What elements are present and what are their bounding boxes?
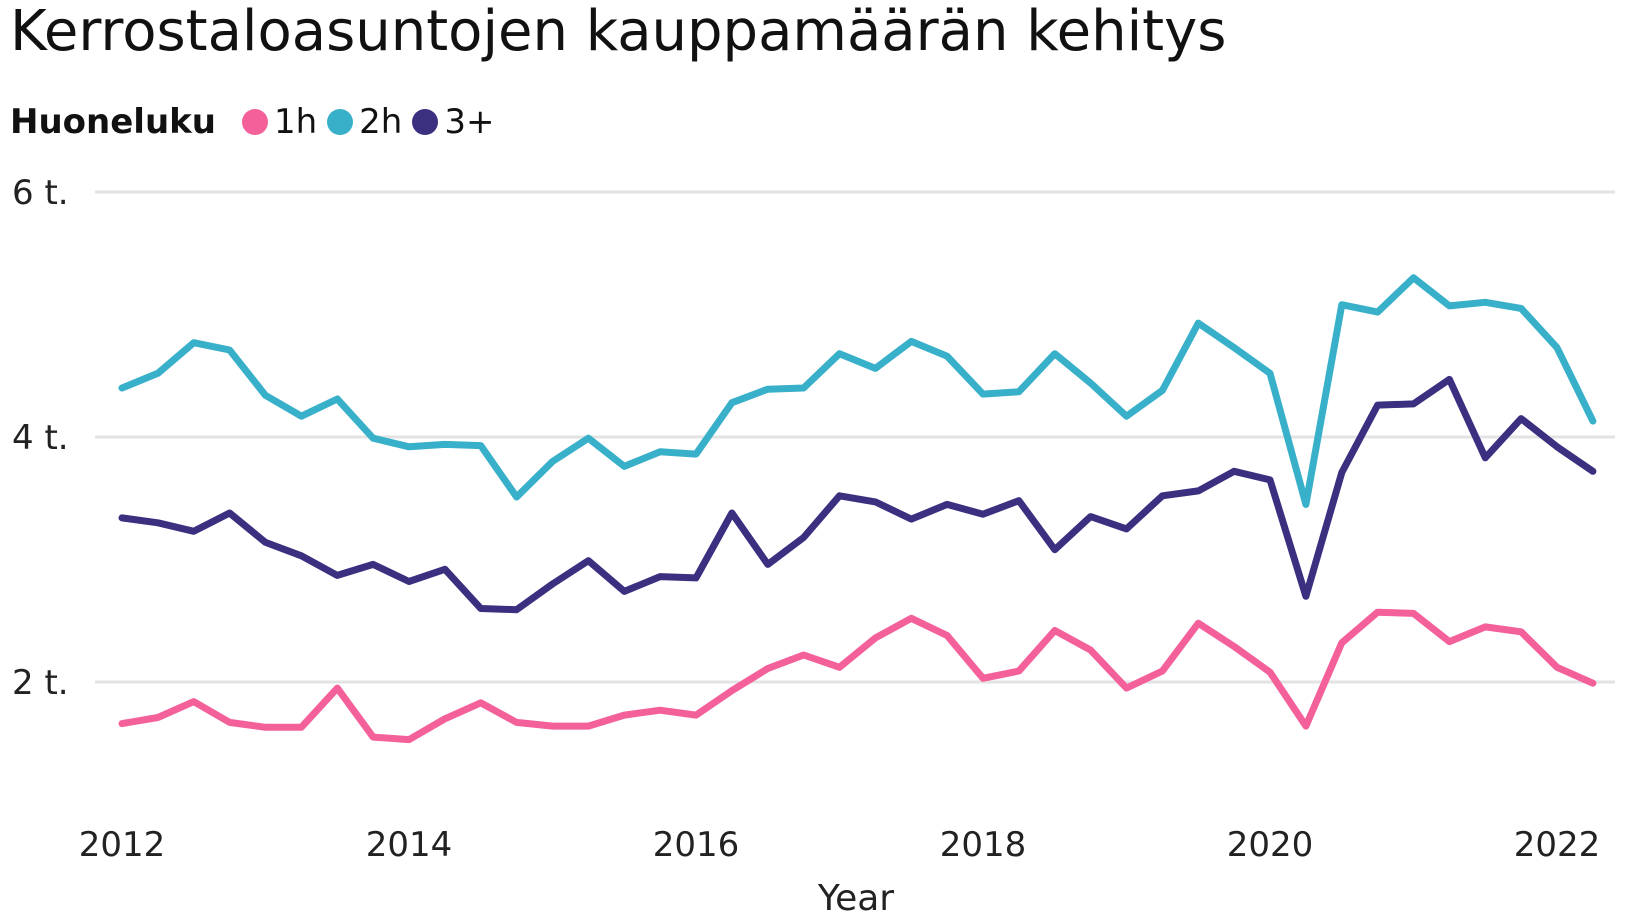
y-tick-label: 4 t. <box>12 418 69 458</box>
y-tick-label: 6 t. <box>12 173 69 213</box>
legend-title: Huoneluku <box>10 102 216 142</box>
legend-swatch-3plus <box>412 109 439 135</box>
legend-item-1h[interactable]: 1h <box>241 102 318 142</box>
x-tick-label: 2018 <box>940 825 1027 865</box>
legend: Huoneluku 1h 2h 3+ <box>10 92 504 152</box>
x-tick-label: 2022 <box>1514 825 1601 865</box>
legend-label-3plus: 3+ <box>444 102 495 142</box>
x-tick-label: 2014 <box>366 825 453 865</box>
y-tick-label: 2 t. <box>12 663 69 703</box>
x-axis-label: Year <box>817 878 894 917</box>
legend-label-1h: 1h <box>273 102 318 142</box>
x-tick-label: 2020 <box>1227 825 1314 865</box>
series-lines <box>118 274 1597 744</box>
legend-label-2h: 2h <box>359 102 403 142</box>
series-line-2h[interactable] <box>118 274 1597 508</box>
gridlines <box>95 190 1615 684</box>
legend-item-2h[interactable]: 2h <box>327 102 402 142</box>
legend-item-3plus[interactable]: 3+ <box>412 102 494 142</box>
chart-title: Kerrostaloasuntojen kauppamäärän kehitys <box>10 0 1227 64</box>
series-line-1h[interactable] <box>118 608 1597 744</box>
y-axis-ticks: 2 t. 4 t. 6 t. <box>12 173 69 703</box>
legend-swatch-2h <box>327 109 354 135</box>
x-tick-label: 2016 <box>653 825 740 865</box>
x-axis-ticks: 2012 2014 2016 2018 2020 2022 <box>79 825 1601 865</box>
series-line-3plus[interactable] <box>118 375 1597 614</box>
legend-swatch-1h <box>241 109 268 135</box>
x-tick-label: 2012 <box>79 825 166 865</box>
